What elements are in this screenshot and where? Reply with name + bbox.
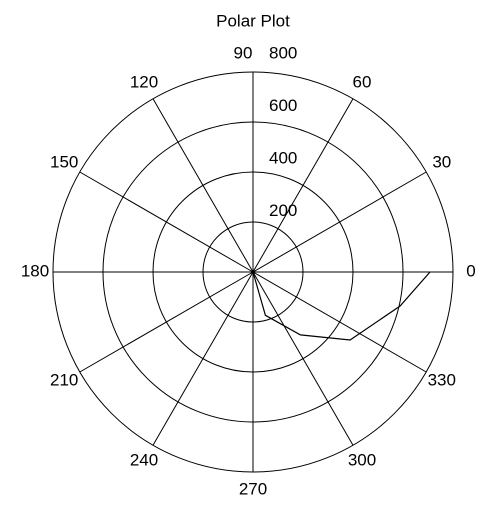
r-tick-label: 400 xyxy=(269,148,297,167)
ring xyxy=(152,171,354,373)
theta-tick-label: 330 xyxy=(428,370,456,389)
ring xyxy=(102,121,404,423)
theta-tick-label: 300 xyxy=(348,450,376,469)
data-line xyxy=(252,271,431,341)
theta-tick-label: 240 xyxy=(130,450,158,469)
theta-tick-label: 120 xyxy=(130,73,158,92)
chart-title: Polar Plot xyxy=(216,11,290,30)
r-tick-label: 600 xyxy=(269,96,297,115)
r-tick-label: 200 xyxy=(269,201,297,220)
theta-tick-label: 180 xyxy=(21,261,49,280)
theta-tick-label: 30 xyxy=(432,152,451,171)
theta-tick-label: 270 xyxy=(239,479,267,498)
theta-tick-label: 150 xyxy=(50,152,78,171)
ring xyxy=(52,71,454,473)
theta-tick-label: 210 xyxy=(50,370,78,389)
theta-tick-label: 90 xyxy=(234,43,253,62)
theta-tick-label: 60 xyxy=(353,73,372,92)
r-tick-label: 800 xyxy=(269,43,297,62)
theta-tick-label: 0 xyxy=(466,261,475,280)
ring xyxy=(202,221,304,323)
